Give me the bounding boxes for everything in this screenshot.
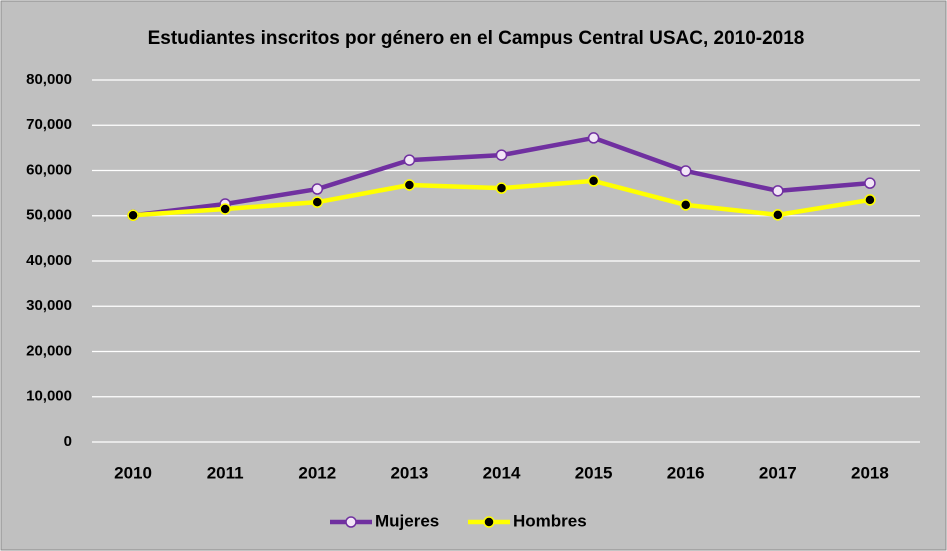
chart-title: Estudiantes inscritos por género en el C… xyxy=(148,28,805,49)
x-tick-label: 2012 xyxy=(298,463,336,482)
data-point xyxy=(219,203,231,215)
data-point xyxy=(495,182,508,194)
y-tick-label: 40,000 xyxy=(26,252,72,269)
x-tick-label: 2014 xyxy=(483,463,521,482)
data-point xyxy=(403,154,416,166)
data-point xyxy=(127,209,139,222)
data-point xyxy=(403,179,416,191)
y-tick-label: 70,000 xyxy=(26,116,72,133)
y-tick-label: 10,000 xyxy=(26,388,72,405)
data-point xyxy=(864,177,876,189)
x-tick-label: 2018 xyxy=(851,463,889,482)
data-point xyxy=(587,175,600,187)
x-tick-label: 2015 xyxy=(575,463,613,482)
data-point xyxy=(311,183,324,195)
y-tick-label: 50,000 xyxy=(26,207,72,224)
data-point xyxy=(679,165,692,177)
data-point xyxy=(311,196,324,208)
y-tick-label: 20,000 xyxy=(26,342,72,359)
y-tick-label: 30,000 xyxy=(26,297,72,314)
data-point xyxy=(864,194,876,206)
y-tick-label: 80,000 xyxy=(26,71,72,88)
data-point xyxy=(587,132,600,144)
legend-marker xyxy=(483,516,495,528)
x-tick-label: 2016 xyxy=(667,463,705,482)
y-tick-label: 0 xyxy=(64,433,72,450)
data-point xyxy=(772,185,784,197)
y-tick-label: 60,000 xyxy=(26,161,72,178)
x-tick-label: 2010 xyxy=(114,463,152,482)
x-tick-label: 2017 xyxy=(759,463,797,482)
x-tick-label: 2013 xyxy=(390,463,428,482)
x-tick-label: 2011 xyxy=(207,463,244,482)
data-point xyxy=(679,199,692,211)
legend-label: Mujeres xyxy=(375,511,439,530)
data-point xyxy=(495,149,508,161)
data-point xyxy=(772,209,784,221)
legend-marker xyxy=(345,516,357,528)
legend-label: Hombres xyxy=(513,511,587,530)
